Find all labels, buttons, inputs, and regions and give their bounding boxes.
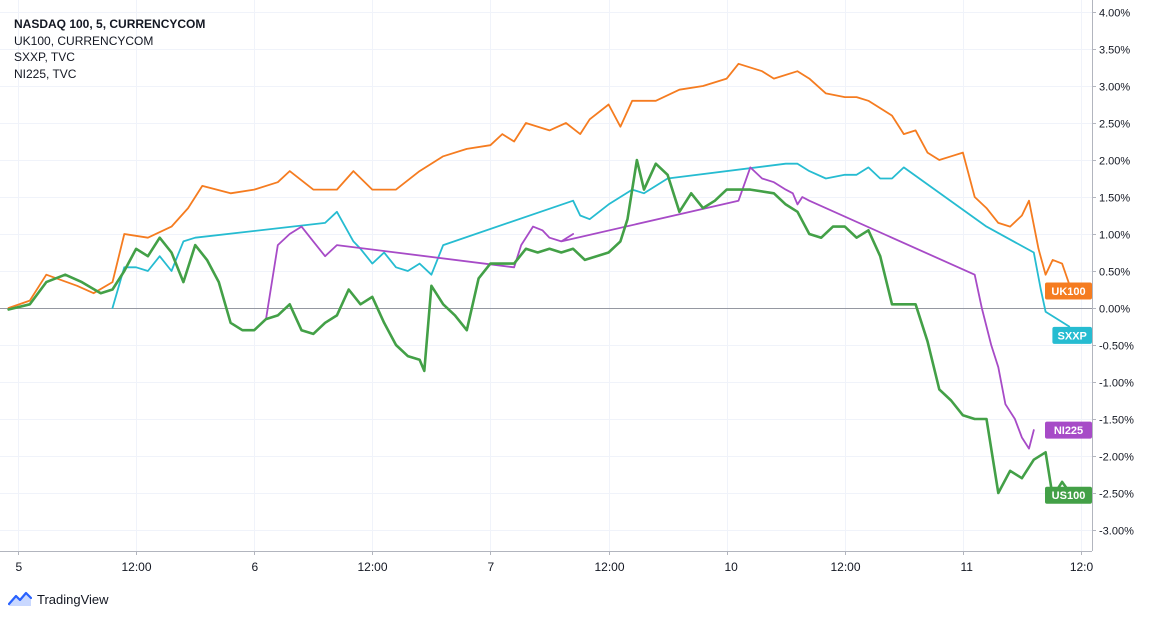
grid-lines (0, 0, 1092, 551)
series-line-ni225[interactable] (265, 166, 1035, 450)
value-tag-bg (1045, 282, 1092, 300)
value-tag-bg (1045, 486, 1092, 504)
value-tag-label: US100 (1052, 490, 1086, 502)
x-tick-label: 10 (725, 560, 739, 574)
x-tick-label: 5 (16, 560, 23, 574)
y-tick-label: -3.00% (1099, 526, 1134, 538)
x-tick-label: 7 (488, 560, 495, 574)
y-tick-label: -2.50% (1099, 489, 1134, 501)
y-tick-label: 1.00% (1099, 230, 1130, 242)
y-tick-label: -0.50% (1099, 341, 1134, 353)
y-tick-label: 1.50% (1099, 193, 1130, 205)
time-axis[interactable]: 5 12:00 6 12:00 7 12:00 10 12:00 11 12:0 (16, 551, 1094, 574)
legend-item-uk100[interactable]: UK100, CURRENCYCOM (14, 33, 154, 48)
series-line-us100[interactable] (7, 158, 1073, 499)
series-layer (7, 62, 1073, 499)
legend-item-sxxp[interactable]: SXXP, TVC (14, 50, 75, 64)
x-tick-label: 12:00 (830, 560, 860, 574)
y-tick-label: 2.00% (1099, 156, 1130, 168)
y-tick-label: 2.50% (1099, 119, 1130, 131)
value-tag-bg (1045, 421, 1092, 439)
legend-item-ni225[interactable]: NI225, TVC (14, 66, 77, 81)
y-tick-label: 3.00% (1099, 82, 1130, 94)
y-tick-label: 4.00% (1099, 8, 1130, 20)
tradingview-brand[interactable]: TradingView (8, 591, 109, 607)
y-tick-label: -1.00% (1099, 378, 1134, 390)
x-tick-label: 12:00 (594, 560, 624, 574)
y-tick-label: -2.00% (1099, 452, 1134, 464)
value-tag-label: UK100 (1051, 286, 1085, 298)
x-tick-label: 6 (252, 560, 259, 574)
y-tick-label: 0.00% (1099, 304, 1130, 316)
chart-legend: NASDAQ 100, 5, CURRENCYCOM UK100, CURREN… (14, 16, 205, 82)
series-value-tags: UK100 SXXP NI225 US100 (1045, 282, 1092, 504)
legend-item-nasdaq[interactable]: NASDAQ 100, 5, CURRENCYCOM (14, 17, 206, 31)
brand-name: TradingView (37, 591, 109, 607)
x-tick-label: 12:00 (357, 560, 387, 574)
tradingview-logo-icon (8, 591, 32, 606)
x-tick-label: 12:00 (121, 560, 151, 574)
value-tag-ni225: NI225 (1045, 421, 1092, 439)
value-tag-bg (1052, 326, 1092, 344)
series-line-uk100[interactable] (7, 62, 1073, 309)
value-tag-label: NI225 (1054, 425, 1083, 437)
x-tick-label: 11 (961, 560, 974, 574)
value-tag-label: SXXP (1058, 330, 1087, 342)
y-tick-label: 3.50% (1099, 45, 1130, 57)
value-tag-uk100: UK100 (1045, 282, 1092, 300)
y-tick-label: 0.50% (1099, 267, 1130, 279)
x-tick-label: 12:0 (1070, 560, 1094, 574)
value-tag-us100: US100 (1045, 486, 1092, 504)
y-tick-label: -1.50% (1099, 415, 1134, 427)
price-axis[interactable]: 4.00% 3.50% 3.00% 2.50% 2.00% 1.50% 1.00% 0.50%… (1092, 8, 1134, 538)
series-line-sxxp[interactable] (111, 162, 1071, 328)
value-tag-sxxp: SXXP (1052, 326, 1092, 344)
